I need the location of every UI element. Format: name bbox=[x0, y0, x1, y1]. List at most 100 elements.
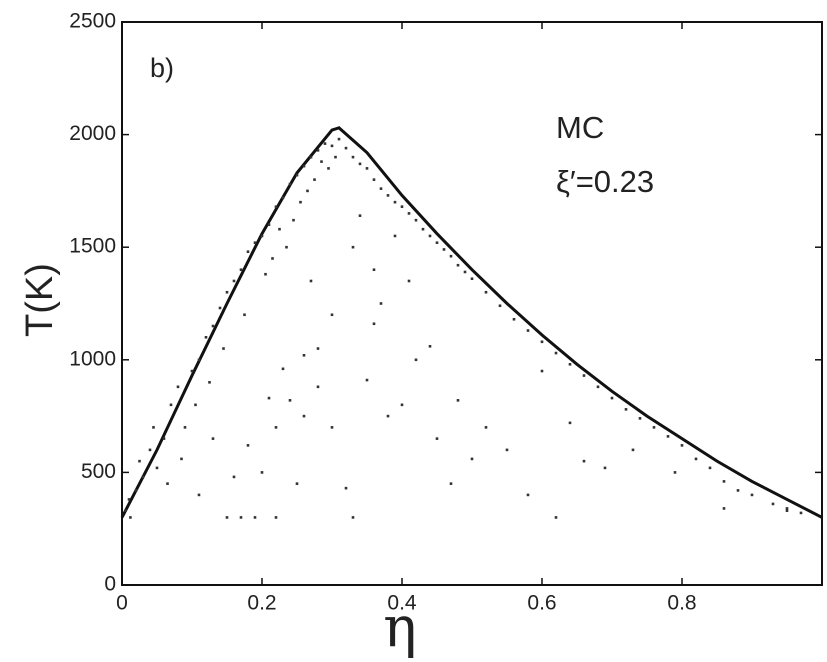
point bbox=[323, 142, 327, 145]
point bbox=[316, 149, 320, 152]
point bbox=[372, 322, 376, 326]
point bbox=[260, 471, 264, 474]
point bbox=[152, 426, 155, 429]
point bbox=[722, 480, 726, 483]
point bbox=[274, 426, 278, 429]
x-tick-label: 0.8 bbox=[667, 592, 696, 615]
point bbox=[540, 369, 544, 373]
point bbox=[582, 459, 586, 463]
point bbox=[327, 167, 330, 170]
plot-area bbox=[120, 126, 823, 519]
point bbox=[470, 277, 474, 281]
point bbox=[239, 268, 243, 272]
point bbox=[306, 189, 309, 193]
point bbox=[225, 290, 229, 294]
point bbox=[694, 457, 698, 461]
point bbox=[267, 223, 271, 226]
point bbox=[176, 385, 180, 389]
point bbox=[505, 448, 509, 452]
point bbox=[225, 516, 229, 519]
point bbox=[183, 426, 187, 429]
axes-frame bbox=[121, 21, 823, 586]
point bbox=[393, 200, 397, 204]
point bbox=[666, 435, 670, 438]
point bbox=[204, 335, 208, 339]
point bbox=[421, 227, 425, 231]
point bbox=[124, 509, 127, 512]
point bbox=[526, 493, 530, 497]
point bbox=[148, 448, 152, 452]
point bbox=[222, 347, 225, 350]
point bbox=[414, 358, 418, 362]
point bbox=[141, 475, 145, 479]
point bbox=[278, 227, 281, 231]
point bbox=[428, 344, 432, 348]
point bbox=[330, 144, 334, 148]
point bbox=[603, 466, 607, 470]
point bbox=[134, 489, 138, 492]
point bbox=[281, 367, 285, 371]
point bbox=[127, 498, 131, 501]
point bbox=[680, 444, 684, 447]
point bbox=[400, 403, 404, 407]
point bbox=[568, 421, 572, 425]
x-tick-label: 0.4 bbox=[387, 592, 417, 615]
point bbox=[554, 351, 558, 355]
point bbox=[243, 313, 246, 317]
point bbox=[302, 414, 306, 418]
point bbox=[365, 167, 369, 170]
point bbox=[246, 444, 250, 447]
point bbox=[330, 313, 334, 317]
curve bbox=[120, 126, 823, 519]
point bbox=[274, 516, 278, 519]
point bbox=[351, 155, 355, 159]
y-tick-label: 1500 bbox=[69, 235, 116, 258]
point bbox=[232, 279, 236, 283]
x-tick-label: 0.2 bbox=[247, 592, 276, 615]
point bbox=[190, 369, 194, 373]
point bbox=[316, 385, 320, 389]
point bbox=[253, 241, 257, 244]
point bbox=[484, 290, 488, 294]
point bbox=[771, 502, 775, 506]
point bbox=[239, 516, 243, 519]
point bbox=[337, 137, 341, 141]
point bbox=[568, 363, 572, 366]
point bbox=[386, 194, 390, 197]
point bbox=[129, 516, 132, 519]
y-tick-label: 2000 bbox=[69, 122, 116, 145]
point bbox=[526, 329, 530, 332]
point bbox=[309, 279, 313, 283]
point bbox=[264, 272, 267, 276]
panel-label: b) bbox=[150, 53, 174, 83]
point bbox=[232, 475, 236, 479]
point bbox=[428, 234, 432, 238]
point bbox=[407, 212, 411, 215]
point bbox=[358, 162, 362, 166]
point bbox=[785, 507, 789, 510]
point bbox=[208, 381, 211, 384]
point bbox=[736, 489, 740, 492]
point bbox=[309, 155, 313, 159]
point bbox=[673, 471, 677, 474]
point bbox=[379, 187, 383, 190]
y-axis-label: T(K) bbox=[19, 263, 61, 337]
point bbox=[638, 417, 642, 420]
point bbox=[316, 347, 320, 350]
point bbox=[799, 511, 803, 515]
point bbox=[435, 241, 439, 244]
point bbox=[785, 509, 789, 512]
point bbox=[334, 155, 337, 159]
x-tick-label: 0.6 bbox=[527, 592, 556, 615]
point bbox=[274, 205, 278, 208]
point bbox=[267, 396, 271, 400]
point bbox=[197, 493, 201, 497]
point bbox=[260, 234, 264, 238]
point bbox=[358, 214, 362, 217]
point bbox=[540, 340, 544, 344]
point bbox=[456, 263, 460, 267]
point bbox=[372, 268, 376, 272]
point bbox=[400, 205, 404, 208]
